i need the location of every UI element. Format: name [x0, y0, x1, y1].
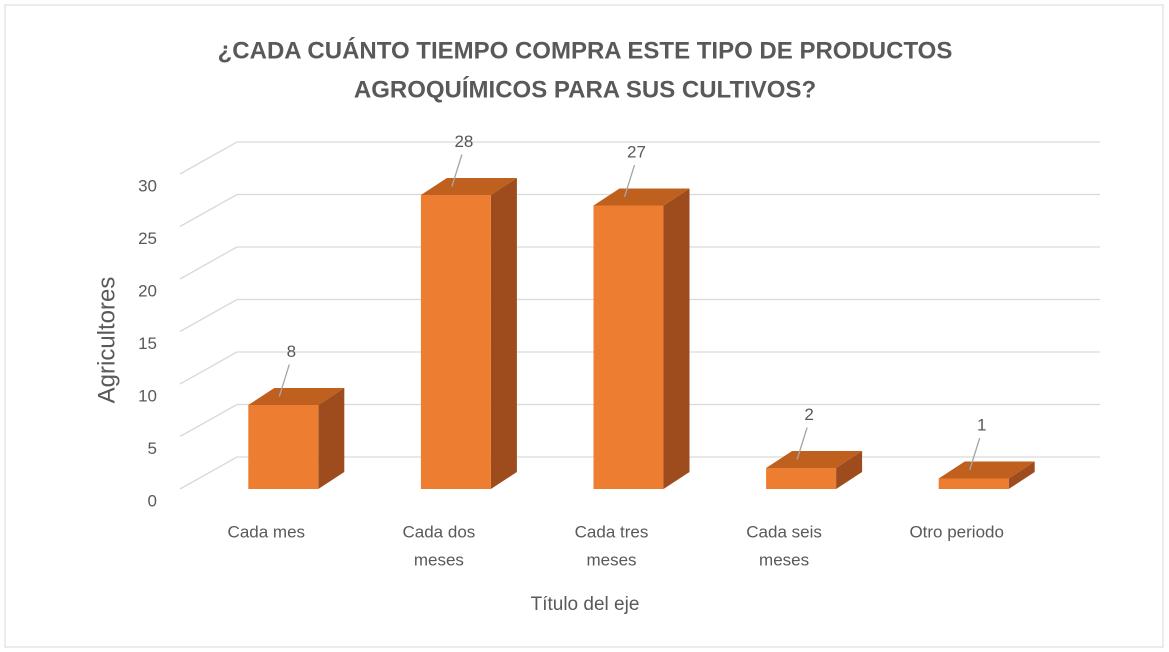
bar-side [1008, 461, 1035, 489]
grid-line [179, 403, 1100, 438]
bar-top [938, 461, 1035, 479]
data-label: 27 [627, 142, 646, 161]
leader-line [969, 437, 981, 471]
x-tick-label: meses [586, 550, 636, 569]
bar-side [490, 178, 517, 489]
chart-title: ¿CADA CUÁNTO TIEMPO COMPRA ESTE TIPO DE … [218, 36, 953, 64]
bar-front [248, 405, 319, 489]
y-tick-label: 25 [138, 229, 157, 248]
grid-line [179, 351, 1100, 385]
bar-top [420, 178, 517, 195]
bar-front [766, 468, 837, 489]
x-axis-title: Título del eje [531, 594, 640, 615]
data-label: 1 [977, 415, 986, 434]
x-tick-label: meses [759, 550, 809, 569]
x-tick-label: Cada tres [575, 522, 649, 541]
grid-line [179, 246, 1100, 280]
leader-line [796, 427, 808, 460]
y-tick-label: 20 [138, 281, 157, 300]
leader-line [623, 164, 636, 198]
leader-line [278, 364, 290, 397]
bar-front [593, 205, 664, 489]
y-axis-title: Agricultores [93, 277, 120, 404]
data-label: 8 [287, 342, 296, 361]
bar-top [766, 451, 863, 468]
bar [593, 188, 690, 489]
bar-top [593, 188, 690, 206]
bar-side [318, 388, 345, 489]
bar-top [248, 388, 345, 405]
bar [938, 461, 1035, 489]
x-tick-label: Cada seis [746, 522, 822, 541]
bar-front [938, 478, 1009, 489]
bar [766, 451, 863, 489]
chart-border [4, 4, 1164, 648]
bar-side [836, 451, 863, 489]
grid-line [179, 298, 1100, 333]
leader-line [451, 154, 463, 187]
y-tick-label: 10 [138, 386, 157, 405]
y-tick-label: 0 [148, 491, 157, 510]
chart-title: AGROQUÍMICOS PARA SUS CULTIVOS? [354, 75, 816, 103]
y-tick-label: 30 [138, 176, 157, 195]
bar-front [420, 195, 491, 489]
x-tick-label: meses [414, 550, 464, 569]
x-tick-label: Otro periodo [909, 522, 1004, 541]
bar [420, 178, 517, 489]
bar-side [663, 188, 690, 489]
y-tick-label: 15 [138, 334, 157, 353]
bar [248, 388, 345, 489]
y-tick-label: 5 [148, 439, 157, 458]
x-tick-label: Cada dos [403, 522, 476, 541]
data-label: 2 [804, 405, 813, 424]
grid-line [179, 193, 1100, 228]
data-label: 28 [454, 132, 473, 151]
grid-line [179, 141, 1100, 175]
x-tick-label: Cada mes [228, 522, 305, 541]
